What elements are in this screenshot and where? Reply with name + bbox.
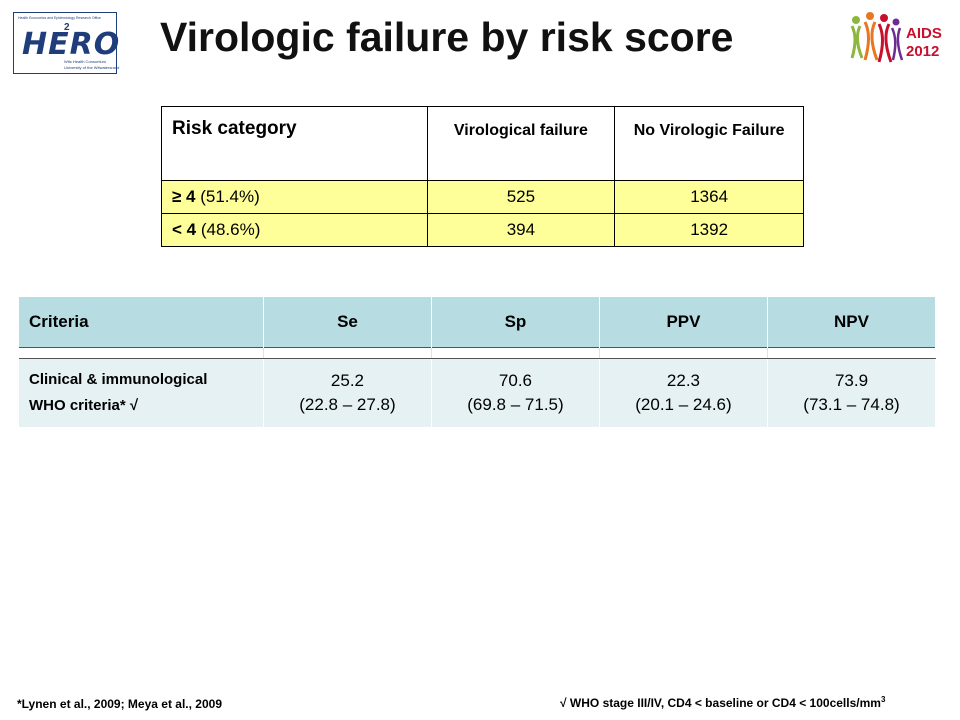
risk-category-percent: (51.4%) [195,187,260,206]
footnote-references: *Lynen et al., 2009; Meya et al., 2009 [17,697,222,711]
criteria-cell: Clinical & immunological WHO criteria* √ [19,358,264,427]
risk-header-category: Risk category [161,106,428,181]
page-title: Virologic failure by risk score [160,14,734,60]
npv-header: NPV [767,297,937,348]
table-divider [19,347,936,359]
sp-ci: (69.8 – 71.5) [467,395,564,414]
sp-header: Sp [431,297,600,348]
ppv-ci: (20.1 – 24.6) [635,395,732,414]
risk-header-vf: Virological failure [426,106,616,181]
hero-logo-superscript: 2 [64,22,70,33]
criteria-header-row: Criteria Se Sp PPV NPV [19,297,937,348]
hero-logo-sub1: Wits Health Consortium [64,59,107,64]
risk-table-header-row: Risk category Virological failure No Vir… [161,106,804,181]
table-row: < 4 (48.6%) 394 1392 [161,213,804,247]
hero-logo-sub2: University of the Witwatersrand [64,65,120,70]
criteria-line1: Clinical & immunological [29,371,208,388]
aids-logo-line1: AIDS [906,25,942,42]
no-vf-count-cell: 1364 [614,180,804,214]
risk-category-cell: ≥ 4 (51.4%) [161,180,428,214]
risk-category-cell: < 4 (48.6%) [161,213,428,247]
criteria-header: Criteria [19,297,264,348]
se-cell: 25.2 (22.8 – 27.8) [263,358,432,427]
aids-2012-logo: AIDS 2012 [848,8,948,72]
footnote-definition: √ WHO stage III/IV, CD4 < baseline or CD… [560,695,885,710]
table-row: ≥ 4 (51.4%) 525 1364 [161,180,804,214]
vf-count-cell: 394 [426,213,616,247]
aids-logo-line2: 2012 [906,43,939,60]
no-vf-count-cell: 1392 [614,213,804,247]
hero-logo: Health Economics and Epidemiology Resear… [13,12,121,74]
risk-category-operator: ≥ 4 [172,187,196,206]
ppv-value: 22.3 [666,371,701,390]
sp-value: 70.6 [498,371,533,390]
ppv-header: PPV [599,297,768,348]
npv-value: 73.9 [834,371,869,390]
footnote-definition-text: √ WHO stage III/IV, CD4 < baseline or CD… [560,696,881,710]
risk-header-no-vf: No Virologic Failure [614,106,804,181]
ppv-cell: 22.3 (20.1 – 24.6) [599,358,768,427]
table-row: Clinical & immunological WHO criteria* √ … [19,358,937,427]
risk-category-table: Risk category Virological failure No Vir… [161,106,804,247]
hero-logo-word: HERO [22,27,121,62]
se-value: 25.2 [330,371,365,390]
npv-ci: (73.1 – 74.8) [803,395,900,414]
ribbon-people-icon: AIDS 2012 [850,12,942,63]
criteria-line2: WHO criteria* √ [29,397,139,414]
risk-category-percent: (48.6%) [196,220,261,239]
vf-count-cell: 525 [426,180,616,214]
criteria-table: Criteria Se Sp PPV NPV Clinical & immuno… [19,297,937,427]
se-header: Se [263,297,432,348]
sp-cell: 70.6 (69.8 – 71.5) [431,358,600,427]
se-ci: (22.8 – 27.8) [299,395,396,414]
risk-category-operator: < 4 [172,220,197,239]
hero-logo-top-line: Health Economics and Epidemiology Resear… [18,16,102,20]
npv-cell: 73.9 (73.1 – 74.8) [767,358,937,427]
footnote-superscript: 3 [880,695,886,704]
